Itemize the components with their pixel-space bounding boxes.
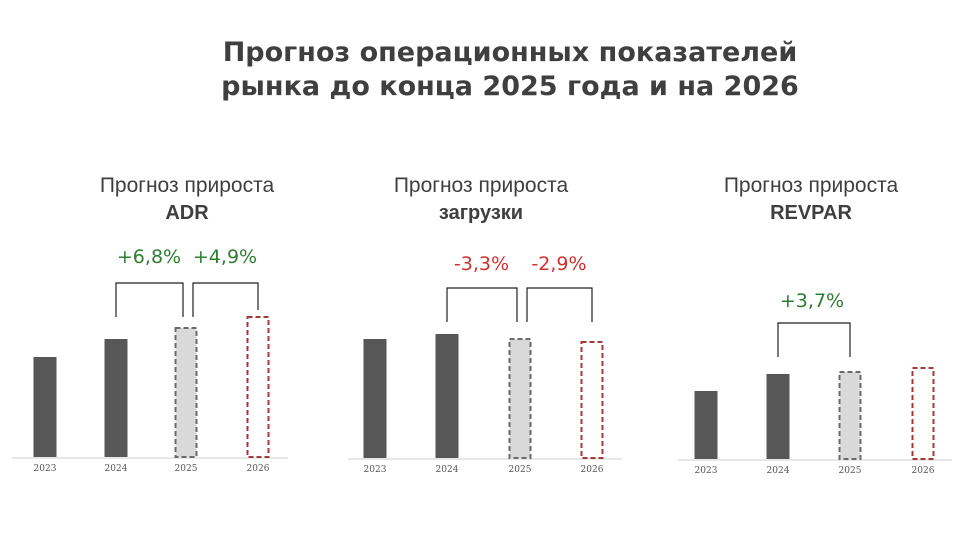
page-title: Прогноз операционных показателей рынка д… <box>160 36 860 104</box>
panel-occupancy-title-line-2: загрузки <box>438 202 524 224</box>
tick-label-occupancy-2026: 2026 <box>581 465 604 475</box>
tick-label-revpar-2024: 2024 <box>767 466 790 476</box>
panel-adr-title-line-1: Прогноз прироста <box>99 174 275 197</box>
bar-revpar-2023 <box>694 391 718 459</box>
tick-label-adr-2025: 2025 <box>175 464 198 474</box>
tick-label-adr-2023: 2023 <box>34 464 57 474</box>
bracket-revpar-2024-2025 <box>777 322 851 357</box>
bar-occupancy-2026 <box>580 341 604 459</box>
bar-revpar-2026 <box>911 367 935 460</box>
panel-occupancy-title-line-1: Прогноз прироста <box>393 174 569 197</box>
growth-label-occupancy-2025: -3,3% <box>454 253 509 275</box>
bar-occupancy-2025 <box>508 338 532 459</box>
panel-adr-title-line-2: ADR <box>165 202 209 224</box>
panel-revpar-title-line-2: REVPAR <box>770 202 852 224</box>
tick-label-revpar-2026: 2026 <box>912 466 935 476</box>
bar-revpar-2025 <box>838 371 862 460</box>
bracket-occupancy-2024-2025 <box>446 287 518 322</box>
growth-label-revpar-2025: +3,7% <box>780 290 844 312</box>
panel-revpar-title-line-1: Прогноз прироста <box>723 174 899 197</box>
tick-label-occupancy-2025: 2025 <box>509 465 532 475</box>
bracket-adr-2025-2026 <box>192 282 259 317</box>
tick-label-occupancy-2024: 2024 <box>436 465 459 475</box>
bracket-occupancy-2025-2026 <box>526 287 593 322</box>
panel-revpar-title: Прогноз прироста REVPAR <box>666 172 956 226</box>
bar-adr-2023 <box>33 357 57 457</box>
bar-occupancy-2023 <box>363 339 387 458</box>
page-title-line-2: рынка до конца 2025 года и на 2026 <box>221 71 799 102</box>
bar-adr-2024 <box>104 339 128 457</box>
growth-label-occupancy-2026: -2,9% <box>531 253 586 275</box>
page-title-line-1: Прогноз операционных показателей <box>222 37 798 68</box>
growth-label-adr-2025: +6,8% <box>117 246 181 268</box>
tick-label-adr-2024: 2024 <box>105 464 128 474</box>
panel-adr-title: Прогноз прироста ADR <box>42 172 332 226</box>
bar-revpar-2024 <box>766 374 790 459</box>
tick-label-revpar-2025: 2025 <box>839 466 862 476</box>
bar-occupancy-2024 <box>435 334 459 458</box>
bracket-adr-2024-2025 <box>115 282 184 317</box>
tick-label-occupancy-2023: 2023 <box>364 465 387 475</box>
bar-adr-2025 <box>174 327 198 458</box>
tick-label-adr-2026: 2026 <box>247 464 270 474</box>
panel-occupancy-title: Прогноз прироста загрузки <box>336 172 626 226</box>
tick-label-revpar-2023: 2023 <box>695 466 718 476</box>
bar-adr-2026 <box>246 316 270 458</box>
growth-label-adr-2026: +4,9% <box>193 246 257 268</box>
